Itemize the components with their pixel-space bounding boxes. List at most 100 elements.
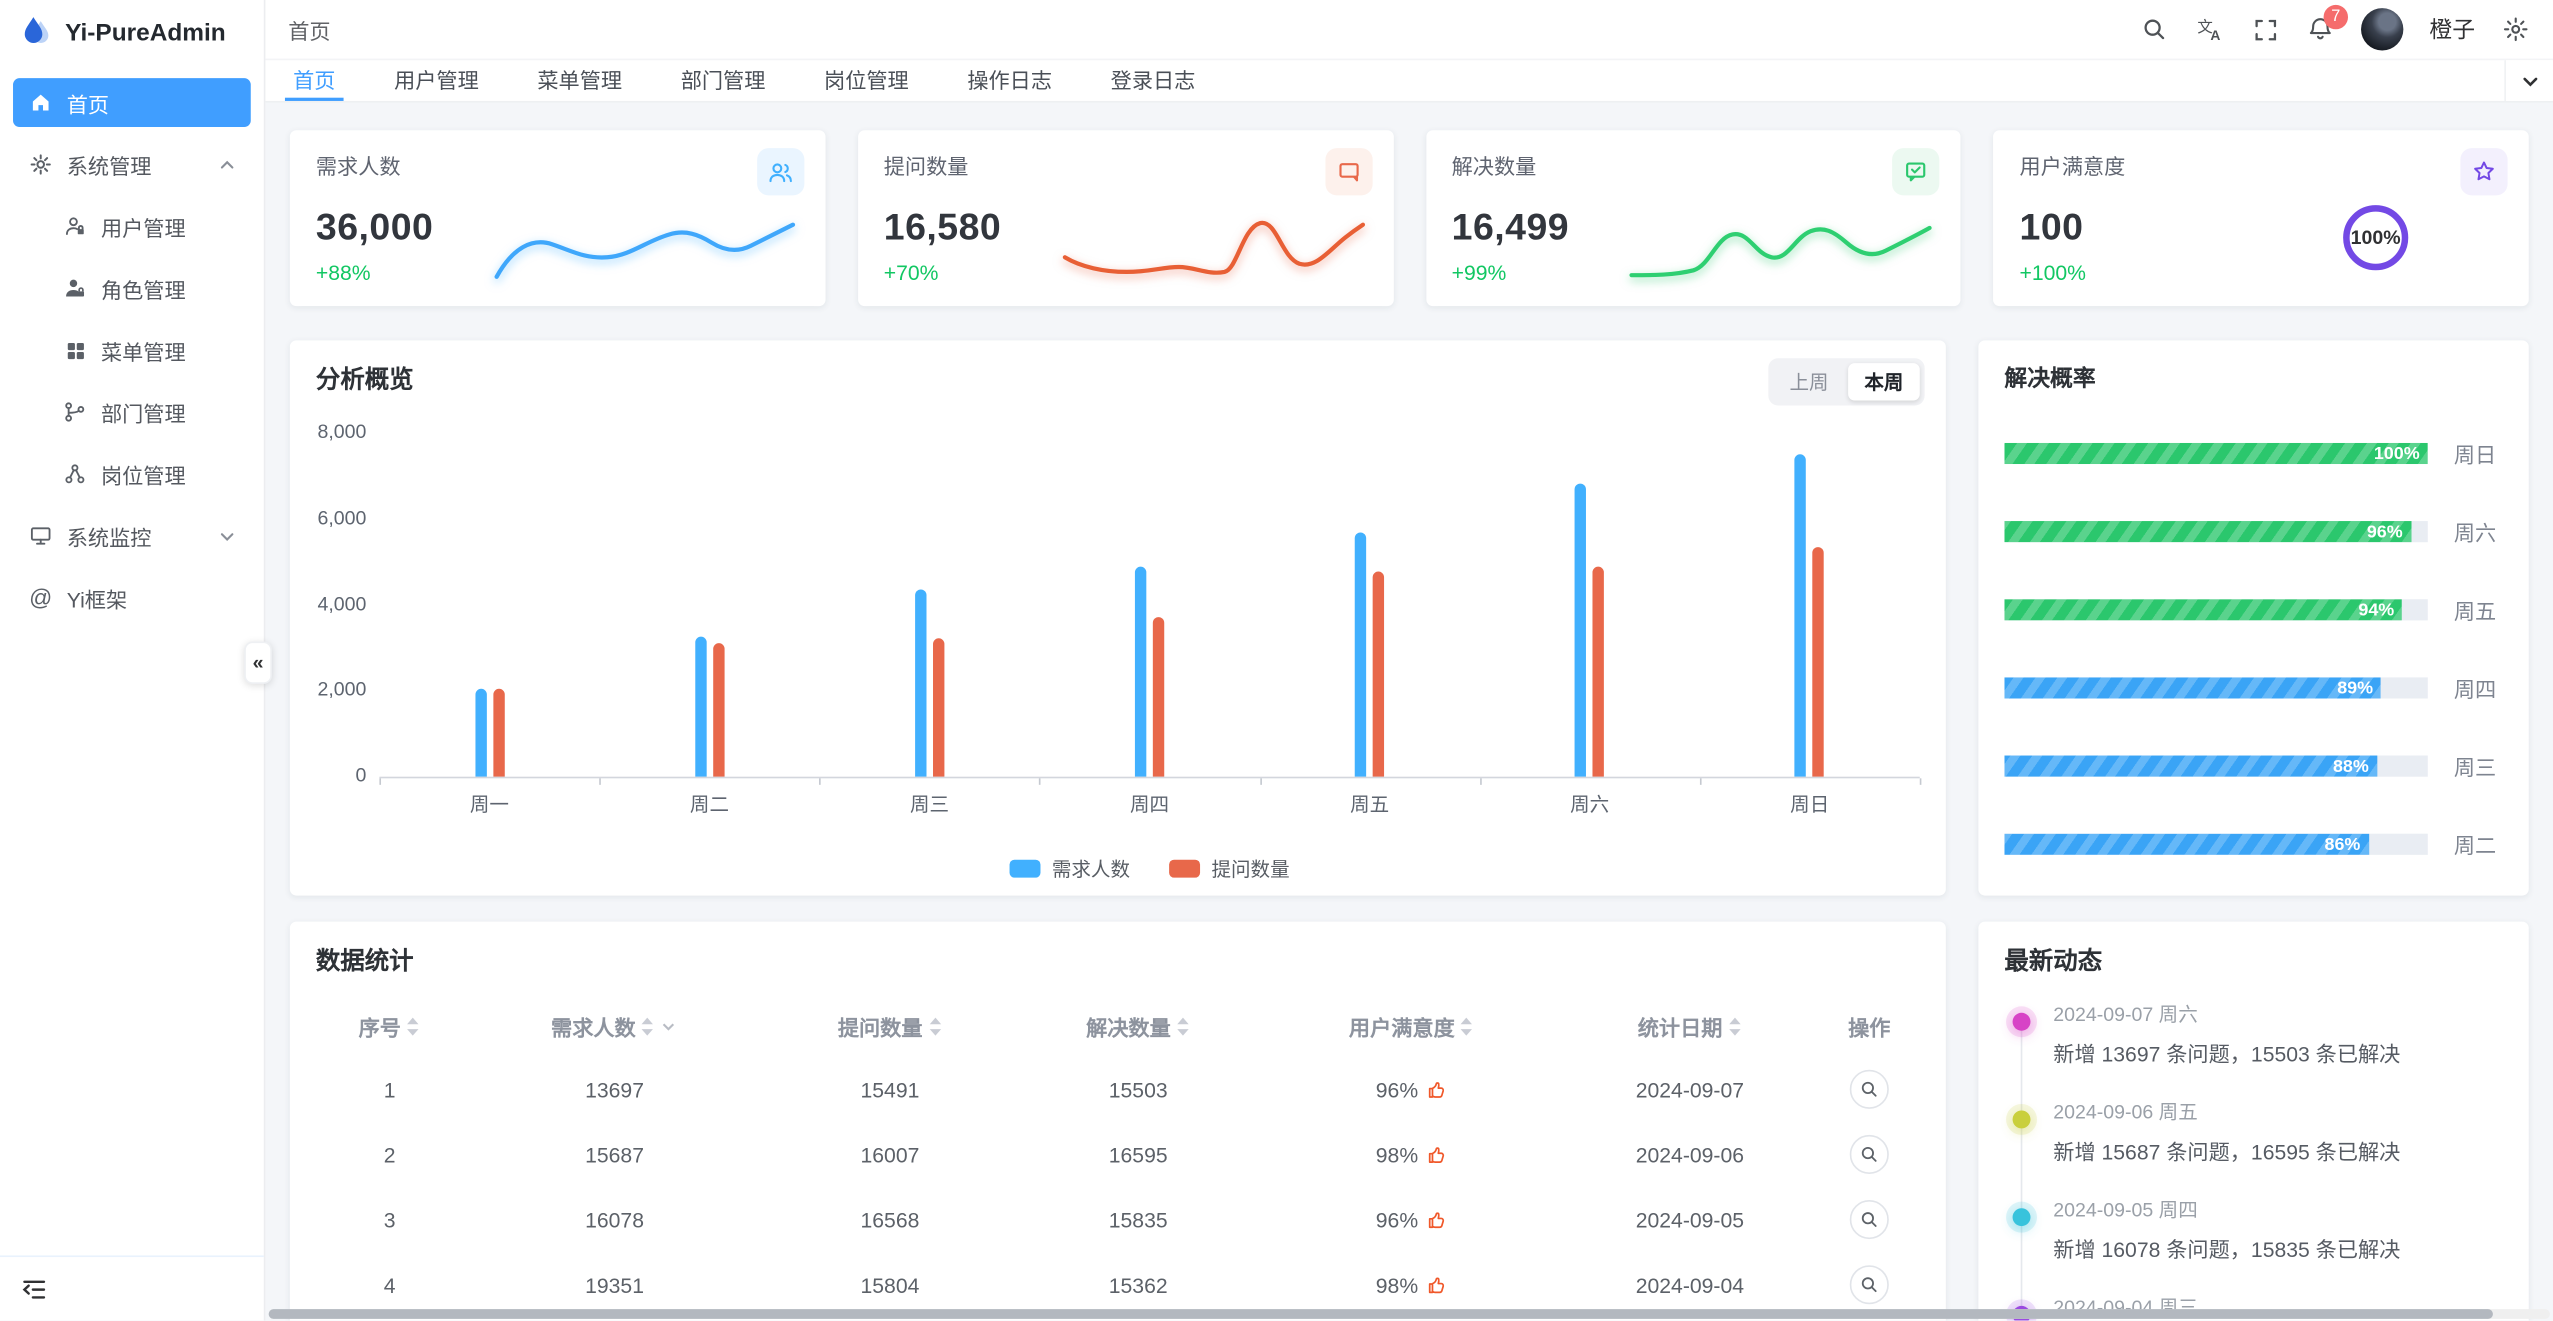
svg-text:A: A xyxy=(2210,27,2220,42)
tab-操作日志[interactable]: 操作日志 xyxy=(967,68,1053,93)
y-tick-label: 0 xyxy=(355,763,367,787)
row-view-button[interactable] xyxy=(1849,1265,1889,1305)
sort-caret-icon[interactable] xyxy=(1727,1016,1742,1037)
sidebar-item-label: 菜单管理 xyxy=(100,339,186,364)
sidebar-item-role-management[interactable]: 角色管理 xyxy=(13,264,251,313)
sort-caret-icon[interactable] xyxy=(927,1016,942,1037)
avatar[interactable] xyxy=(2361,8,2404,51)
notification-bell-icon[interactable]: 7 xyxy=(2306,4,2349,44)
sidebar-item-system-monitor[interactable]: 系统监控 xyxy=(13,511,251,560)
legend-label: 提问数量 xyxy=(1211,858,1290,881)
axis-tick xyxy=(1039,778,1042,785)
toggle-option-本周[interactable]: 本周 xyxy=(1848,363,1920,401)
timeline-text: 新增 13697 条问题，15503 条已解决 xyxy=(2053,1042,2401,1067)
row-view-button[interactable] xyxy=(1849,1200,1889,1240)
column-header-统计日期[interactable]: 统计日期 xyxy=(1561,997,1819,1057)
tab-菜单管理[interactable]: 菜单管理 xyxy=(537,68,623,93)
sort-caret-icon[interactable] xyxy=(641,1016,656,1037)
translate-icon[interactable]: 文 A xyxy=(2195,15,2224,44)
stat-value: 100 xyxy=(2019,205,2084,248)
legend-item-需求人数[interactable]: 需求人数 xyxy=(1009,855,1130,883)
sidebar-item-department-management[interactable]: 部门管理 xyxy=(13,388,251,437)
column-header-用户满意度[interactable]: 用户满意度 xyxy=(1262,997,1561,1057)
table-row: 3 16078 16568 15835 96% 2024-09-05 xyxy=(316,1187,1920,1252)
tags-dropdown-chevron-icon[interactable] xyxy=(2504,60,2553,101)
row-view-button[interactable] xyxy=(1849,1069,1889,1109)
sidebar-item-yi-framework[interactable]: @ Yi框架 xyxy=(13,573,251,622)
topbar: 首页 文 A xyxy=(265,0,2553,59)
cell-solved: 15503 xyxy=(1108,1077,1168,1102)
tab-登录日志[interactable]: 登录日志 xyxy=(1110,68,1196,93)
axis-tick xyxy=(1479,778,1482,785)
column-header-需求人数[interactable]: 需求人数 xyxy=(463,997,766,1057)
tab-部门管理[interactable]: 部门管理 xyxy=(680,68,766,93)
timeline: 2024-09-07 周六 新增 13697 条问题，15503 条已解决 2024… xyxy=(2004,1000,2502,1321)
cell-questions: 15491 xyxy=(860,1077,920,1102)
row-view-button[interactable] xyxy=(1849,1134,1889,1175)
stat-cards-row: 需求人数 36,000 +88% 提问数量 xyxy=(289,130,2529,307)
table-body: 1 13697 15491 15503 96% 2024-09-07 2 15687 16007… xyxy=(316,1057,1920,1321)
column-header-label: 序号 xyxy=(358,1016,401,1041)
satisfaction-value: 98% xyxy=(1376,1273,1448,1297)
sidebar-item-label: 首页 xyxy=(66,91,110,117)
sort-caret-icon[interactable] xyxy=(1460,1016,1475,1037)
logo-drop-icon xyxy=(18,15,54,51)
topbar-tools: 文 A 7 橙子 xyxy=(2140,4,2531,51)
toggle-option-上周[interactable]: 上周 xyxy=(1789,371,1829,395)
column-header-提问数量[interactable]: 提问数量 xyxy=(766,997,1014,1057)
fullscreen-icon[interactable] xyxy=(2250,15,2279,44)
column-header-序号[interactable]: 序号 xyxy=(316,997,463,1057)
satisfaction-ring: 100% xyxy=(2343,205,2409,271)
bar-需求人数-周二 xyxy=(694,637,707,777)
progress-day-label: 周五 xyxy=(2453,599,2497,624)
satisfaction-percent: 98% xyxy=(1375,1142,1419,1167)
table-row: 2 15687 16007 16595 98% 2024-09-06 xyxy=(316,1122,1920,1187)
sort-caret-icon[interactable] xyxy=(1176,1016,1191,1037)
solved-sparkline xyxy=(1629,225,1933,278)
solve-row-周四: 89% 周四 xyxy=(2004,672,2502,703)
logo: Yi-PureAdmin xyxy=(0,0,264,65)
sidebar-item-home[interactable]: 首页 xyxy=(13,78,251,128)
column-header-操作[interactable]: 操作 xyxy=(1819,997,1920,1057)
horizontal-scrollbar-thumb[interactable] xyxy=(268,1309,2493,1319)
progress-percent-label: 86% xyxy=(2324,834,2361,855)
progress-fill: 88% xyxy=(2004,755,2377,777)
magnifier-icon xyxy=(1861,1146,1877,1162)
legend-item-提问数量[interactable]: 提问数量 xyxy=(1169,855,1290,883)
satisfaction-value: 96% xyxy=(1376,1077,1448,1102)
thumbs-up-icon xyxy=(1428,1211,1445,1228)
timeline-text: 新增 16078 条问题，15835 条已解决 xyxy=(2053,1237,2401,1262)
statistics-table: 序号 需求人数 提问数量 解决数量 用户满意度 统计日期 操作 1 13697 15491 155… xyxy=(316,997,1920,1321)
sidebar-item-system-management[interactable]: 系统管理 xyxy=(13,140,251,189)
cell-questions: 16568 xyxy=(860,1207,920,1232)
cell-demand: 15687 xyxy=(585,1142,644,1167)
column-header-inner: 操作 xyxy=(1848,1011,1890,1042)
tab-用户管理[interactable]: 用户管理 xyxy=(394,68,479,93)
filter-chevron-icon[interactable] xyxy=(660,1018,678,1036)
tab-岗位管理[interactable]: 岗位管理 xyxy=(824,68,909,93)
branch-icon xyxy=(62,399,88,425)
progress-fill: 100% xyxy=(2004,442,2428,465)
axis-tick xyxy=(599,778,602,785)
sidebar-item-user-management[interactable]: 用户管理 xyxy=(13,202,251,251)
sort-caret-icon[interactable] xyxy=(406,1016,421,1037)
dashboard-content: 需求人数 36,000 +88% 提问数量 xyxy=(265,103,2553,1321)
stat-delta: +88% xyxy=(315,260,371,285)
progress-percent-label: 94% xyxy=(2358,600,2395,620)
search-icon[interactable] xyxy=(2140,15,2169,44)
settings-gear-icon[interactable] xyxy=(2501,15,2530,44)
cell-operation xyxy=(1819,1252,1920,1317)
menu-fold-icon[interactable] xyxy=(20,1274,49,1303)
satisfaction-percent: 96% xyxy=(1375,1207,1419,1232)
chart-column-周五 xyxy=(1260,433,1480,777)
sidebar-collapse-button[interactable]: « xyxy=(244,641,272,684)
sidebar-item-post-management[interactable]: 岗位管理 xyxy=(13,449,251,498)
column-header-解决数量[interactable]: 解决数量 xyxy=(1014,997,1262,1057)
axis-tick xyxy=(1699,778,1702,785)
x-tick-label: 周二 xyxy=(689,792,730,816)
bar-需求人数-周四 xyxy=(1134,566,1147,777)
tab-首页[interactable]: 首页 xyxy=(284,60,344,101)
sidebar-item-menu-management[interactable]: 菜单管理 xyxy=(13,326,251,375)
stat-card-demand: 需求人数 36,000 +88% xyxy=(289,130,826,307)
